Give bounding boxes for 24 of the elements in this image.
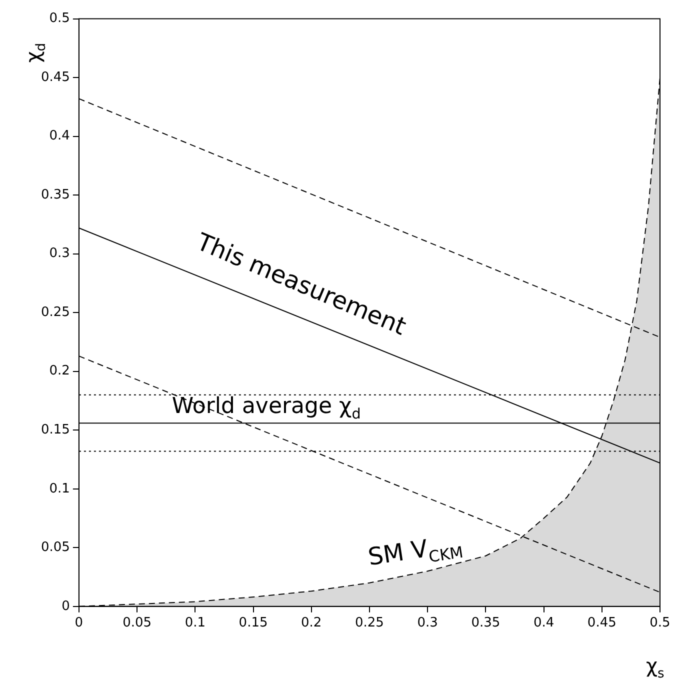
x-tick-label: 0.4 bbox=[533, 616, 554, 631]
y-tick-label: 0.3 bbox=[49, 246, 70, 262]
x-tick-label: 0.3 bbox=[417, 616, 438, 631]
y-tick-label: 0.05 bbox=[40, 540, 70, 556]
y-tick-label: 0.15 bbox=[40, 422, 70, 438]
x-tick-label: 0.25 bbox=[354, 616, 384, 631]
y-tick-label: 0.2 bbox=[49, 364, 70, 379]
y-tick-label: 0 bbox=[62, 598, 70, 614]
x-tick-label: 0.35 bbox=[471, 616, 500, 631]
x-tick-label: 0.2 bbox=[301, 616, 322, 631]
x-tick-label: 0.1 bbox=[184, 616, 206, 631]
y-axis-title: χd bbox=[21, 42, 49, 63]
x-tick-label: 0.15 bbox=[238, 616, 268, 631]
x-tick-label: 0.05 bbox=[122, 616, 152, 631]
y-tick-label: 0.1 bbox=[49, 481, 70, 496]
y-tick-label: 0.4 bbox=[49, 128, 70, 144]
y-tick-label: 0.35 bbox=[40, 187, 70, 202]
x-tick-label: 0.45 bbox=[587, 616, 616, 631]
y-tick-label: 0.45 bbox=[40, 70, 70, 85]
y-tick-label: 0.25 bbox=[40, 304, 70, 320]
annotation: SM VCKM bbox=[366, 534, 464, 572]
x-tick-label: 0.5 bbox=[650, 616, 670, 631]
x-tick-label: 0 bbox=[74, 616, 84, 631]
y-tick-label: 0.5 bbox=[49, 11, 70, 26]
